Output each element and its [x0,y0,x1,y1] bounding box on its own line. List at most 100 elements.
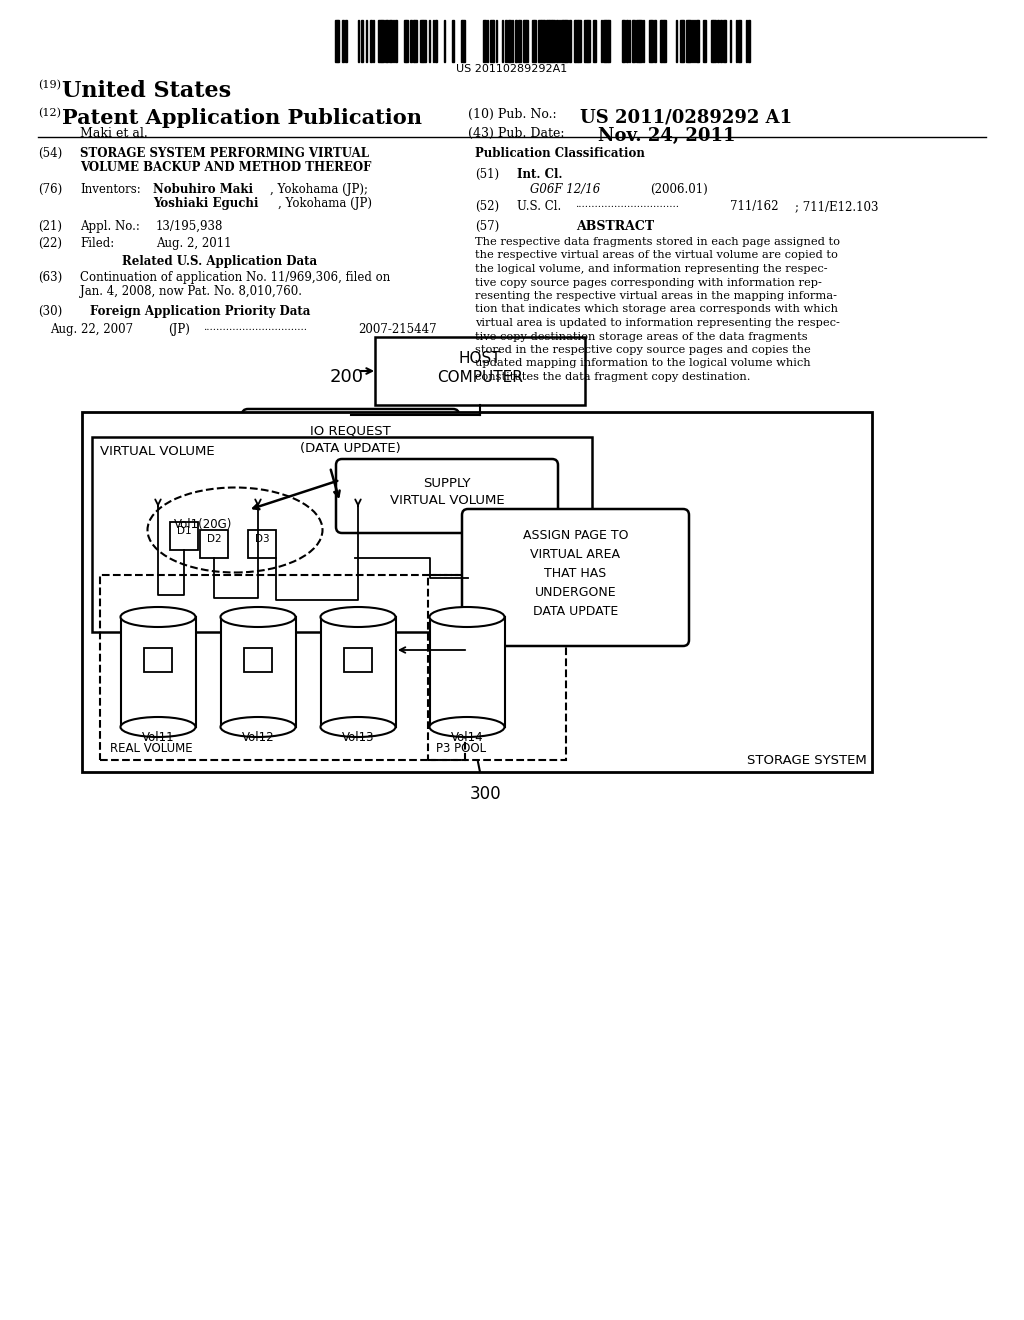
Bar [524,20,525,62]
Text: constitutes the data fragment copy destination.: constitutes the data fragment copy desti… [475,372,751,381]
Text: The respective data fragments stored in each page assigned to: The respective data fragments stored in … [475,238,840,247]
Bar [505,20,507,62]
Text: (51): (51) [475,168,499,181]
Text: virtual area is updated to information representing the respec-: virtual area is updated to information r… [475,318,840,327]
Text: 300: 300 [470,785,502,803]
Bar [748,20,750,62]
Bar [509,20,511,62]
Text: Vol14: Vol14 [451,731,483,744]
Bar [689,20,691,62]
Bar [584,20,587,62]
Bar [375,337,585,405]
Text: (54): (54) [38,147,62,160]
Text: tion that indicates which storage area corresponds with which: tion that indicates which storage area c… [475,305,838,314]
Text: D2: D2 [207,535,221,544]
FancyBboxPatch shape [462,510,689,645]
Text: P3 POOL: P3 POOL [436,742,486,755]
Bar [144,648,172,672]
Bar [556,20,558,62]
Bar [549,20,552,62]
Bar [519,20,521,62]
Ellipse shape [429,717,505,737]
Bar [738,20,741,62]
Text: SUPPLY: SUPPLY [423,477,471,490]
Text: (76): (76) [38,183,62,195]
Bar [82,412,872,772]
Bar [371,20,373,62]
Bar [429,616,505,727]
Bar [482,20,485,62]
Ellipse shape [429,607,505,627]
Bar [714,20,717,62]
Text: Continuation of application No. 11/969,306, filed on: Continuation of application No. 11/969,3… [80,271,390,284]
Text: DATA UPDATE: DATA UPDATE [532,605,618,618]
Text: (57): (57) [475,220,500,234]
Bar [531,20,534,62]
Bar [342,20,344,62]
Bar [711,20,713,62]
Text: U.S. Cl.: U.S. Cl. [517,201,561,213]
Bar [452,20,454,62]
Text: (JP): (JP) [168,323,189,337]
Bar [170,521,198,550]
Bar [624,20,626,62]
Text: , Yokohama (JP);: , Yokohama (JP); [270,183,368,195]
Text: COMPUTER: COMPUTER [437,370,523,385]
Bar [423,20,426,62]
Bar [634,20,636,62]
Text: VIRTUAL AREA: VIRTUAL AREA [530,548,621,561]
Text: ................................: ................................ [575,201,679,209]
Text: D1: D1 [151,660,166,671]
Bar [723,20,725,62]
Bar [489,20,493,62]
Bar [686,20,688,62]
Bar [695,20,697,62]
Bar [406,20,408,62]
Text: STORAGE SYSTEM PERFORMING VIRTUAL: STORAGE SYSTEM PERFORMING VIRTUAL [80,147,369,160]
Text: REAL VOLUME: REAL VOLUME [110,742,193,755]
Text: Yoshiaki Eguchi: Yoshiaki Eguchi [153,197,258,210]
Text: Appl. No.:: Appl. No.: [80,220,140,234]
Bar [121,616,196,727]
Text: Jan. 4, 2008, now Pat. No. 8,010,760.: Jan. 4, 2008, now Pat. No. 8,010,760. [80,285,302,298]
Text: Filed:: Filed: [80,238,115,249]
Text: (30): (30) [38,305,62,318]
Bar [702,20,706,62]
Text: IO REQUEST: IO REQUEST [310,425,391,438]
Text: Int. Cl.: Int. Cl. [517,168,562,181]
Text: G06F 12/16: G06F 12/16 [530,183,600,195]
Bar [100,576,465,760]
Bar [200,531,228,558]
Bar [428,576,566,760]
Bar [579,20,582,62]
Text: ; 711/E12.103: ; 711/E12.103 [795,201,879,213]
Text: STORAGE SYSTEM: STORAGE SYSTEM [748,754,867,767]
Bar [248,531,276,558]
Ellipse shape [121,717,196,737]
Text: D3: D3 [255,535,269,544]
Bar [608,20,610,62]
Text: ASSIGN PAGE TO: ASSIGN PAGE TO [522,529,629,543]
Ellipse shape [220,717,296,737]
Bar [665,20,667,62]
Bar [602,20,604,62]
Bar [649,20,651,62]
Bar [606,20,608,62]
Text: (22): (22) [38,238,62,249]
Text: Vol12: Vol12 [242,731,274,744]
Text: (DATA UPDATE): (DATA UPDATE) [300,442,400,455]
Ellipse shape [220,607,296,627]
Bar [244,648,272,672]
Bar [660,20,664,62]
Bar [680,20,682,62]
Bar [593,20,596,62]
Bar [420,20,422,62]
Ellipse shape [321,717,395,737]
Text: US 20110289292A1: US 20110289292A1 [457,63,567,74]
Text: Aug. 2, 2011: Aug. 2, 2011 [156,238,231,249]
Bar [361,20,364,62]
Bar [389,20,392,62]
Bar [92,437,592,632]
Text: ABSTRACT: ABSTRACT [575,220,654,234]
Bar [534,20,536,62]
